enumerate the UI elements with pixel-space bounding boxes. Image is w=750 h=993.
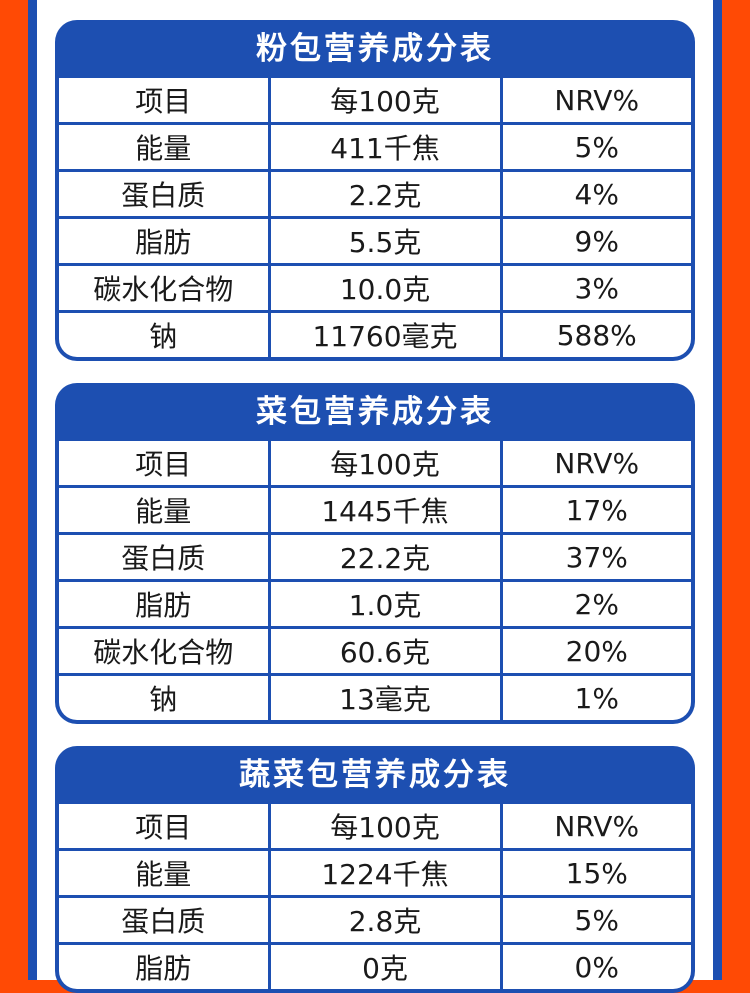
table-row: 蛋白质 2.8克 5% <box>59 895 691 945</box>
cell-item: 能量 <box>59 122 271 172</box>
table-row: 钠 13毫克 1% <box>59 673 691 720</box>
card-title: 菜包营养成分表 <box>256 394 494 430</box>
header-nrv: NRV% <box>499 78 691 125</box>
table-row: 脂肪 5.5克 9% <box>59 216 691 266</box>
table-row: 蛋白质 22.2克 37% <box>59 532 691 582</box>
cell-item: 蛋白质 <box>59 169 271 219</box>
cell-nrv: 37% <box>499 532 691 582</box>
cell-item: 碳水化合物 <box>59 626 271 676</box>
header-per100g: 每100克 <box>267 441 503 488</box>
cell-nrv: 4% <box>499 169 691 219</box>
cell-nrv: 0% <box>499 942 691 989</box>
cell-nrv: 5% <box>499 895 691 945</box>
header-item: 项目 <box>59 804 271 851</box>
header-item: 项目 <box>59 441 271 488</box>
table-row: 钠 11760毫克 588% <box>59 310 691 357</box>
table-header-row: 项目 每100克 NRV% <box>59 78 691 125</box>
cell-amount: 5.5克 <box>267 216 503 266</box>
cell-amount: 10.0克 <box>267 263 503 313</box>
cell-item: 钠 <box>59 673 271 720</box>
cell-nrv: 2% <box>499 579 691 629</box>
nutrition-table: 项目 每100克 NRV% 能量 1224千焦 15% 蛋白质 2.8克 5% … <box>59 804 691 989</box>
cell-item: 碳水化合物 <box>59 263 271 313</box>
table-row: 能量 1445千焦 17% <box>59 485 691 535</box>
table-row: 脂肪 0克 0% <box>59 942 691 989</box>
cell-nrv: 1% <box>499 673 691 720</box>
header-nrv: NRV% <box>499 804 691 851</box>
cell-nrv: 588% <box>499 310 691 357</box>
cell-nrv: 3% <box>499 263 691 313</box>
table-row: 碳水化合物 10.0克 3% <box>59 263 691 313</box>
cell-amount: 13毫克 <box>267 673 503 720</box>
cell-nrv: 9% <box>499 216 691 266</box>
cell-amount: 1.0克 <box>267 579 503 629</box>
cell-amount: 11760毫克 <box>267 310 503 357</box>
table-row: 蛋白质 2.2克 4% <box>59 169 691 219</box>
cell-nrv: 20% <box>499 626 691 676</box>
header-per100g: 每100克 <box>267 78 503 125</box>
nutrition-card-vegetable-pack: 菜包营养成分表 项目 每100克 NRV% 能量 1445千焦 17% 蛋白质 … <box>55 383 695 724</box>
cell-amount: 411千焦 <box>267 122 503 172</box>
cell-item: 脂肪 <box>59 579 271 629</box>
nutrition-table: 项目 每100克 NRV% 能量 411千焦 5% 蛋白质 2.2克 4% 脂肪… <box>59 78 691 357</box>
page-background: 粉包营养成分表 项目 每100克 NRV% 能量 411千焦 5% 蛋白质 2.… <box>28 0 722 993</box>
cell-amount: 2.8克 <box>267 895 503 945</box>
cell-amount: 2.2克 <box>267 169 503 219</box>
cell-amount: 0克 <box>267 942 503 989</box>
nutrition-card-dried-vegetable: 蔬菜包营养成分表 项目 每100克 NRV% 能量 1224千焦 15% 蛋白质… <box>55 746 695 993</box>
header-per100g: 每100克 <box>267 804 503 851</box>
cell-amount: 22.2克 <box>267 532 503 582</box>
cell-amount: 1224千焦 <box>267 848 503 898</box>
cell-nrv: 5% <box>499 122 691 172</box>
cell-nrv: 17% <box>499 485 691 535</box>
cell-item: 脂肪 <box>59 942 271 989</box>
table-row: 脂肪 1.0克 2% <box>59 579 691 629</box>
cell-item: 能量 <box>59 485 271 535</box>
table-row: 碳水化合物 60.6克 20% <box>59 626 691 676</box>
cell-item: 钠 <box>59 310 271 357</box>
card-title: 粉包营养成分表 <box>256 31 494 67</box>
nutrition-table: 项目 每100克 NRV% 能量 1445千焦 17% 蛋白质 22.2克 37… <box>59 441 691 720</box>
cell-item: 蛋白质 <box>59 532 271 582</box>
header-nrv: NRV% <box>499 441 691 488</box>
nutrition-card-powder: 粉包营养成分表 项目 每100克 NRV% 能量 411千焦 5% 蛋白质 2.… <box>55 20 695 361</box>
table-row: 能量 1224千焦 15% <box>59 848 691 898</box>
cell-amount: 60.6克 <box>267 626 503 676</box>
cell-amount: 1445千焦 <box>267 485 503 535</box>
header-item: 项目 <box>59 78 271 125</box>
cell-item: 蛋白质 <box>59 895 271 945</box>
card-title: 蔬菜包营养成分表 <box>239 757 511 793</box>
table-row: 能量 411千焦 5% <box>59 122 691 172</box>
table-header-row: 项目 每100克 NRV% <box>59 804 691 851</box>
cell-item: 脂肪 <box>59 216 271 266</box>
cell-nrv: 15% <box>499 848 691 898</box>
table-header-row: 项目 每100克 NRV% <box>59 441 691 488</box>
cell-item: 能量 <box>59 848 271 898</box>
